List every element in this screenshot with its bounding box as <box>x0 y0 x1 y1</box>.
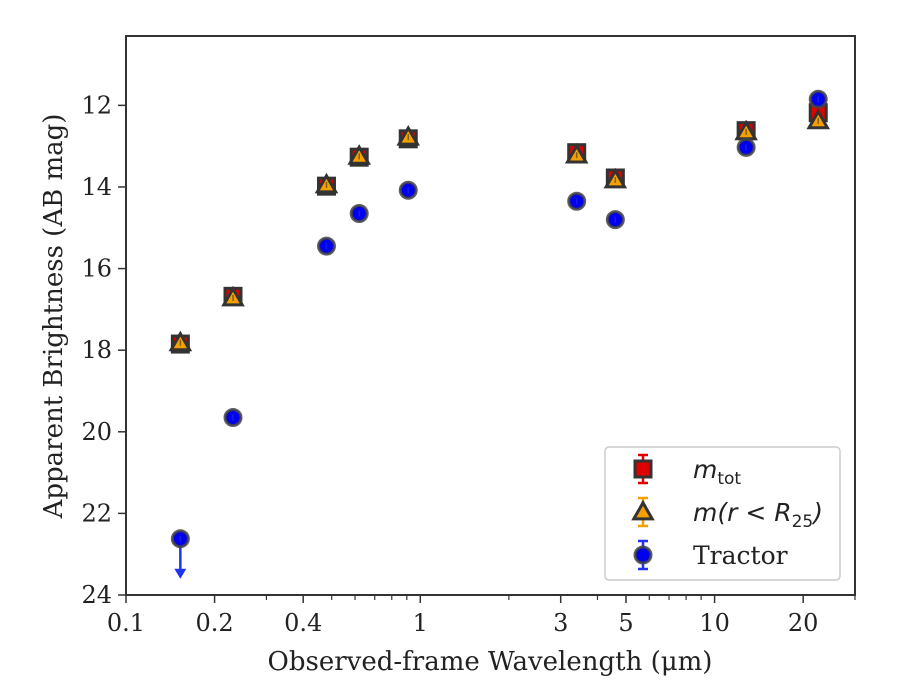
data-point-triangle <box>396 124 421 146</box>
data-point-triangle <box>347 144 371 165</box>
data-point-triangle <box>221 285 245 307</box>
data-point-triangle <box>806 108 831 130</box>
legend-label-main: m <box>693 455 717 484</box>
data-point-triangle <box>314 172 339 194</box>
data-point-triangle <box>564 142 589 164</box>
legend-label: mtot <box>693 455 741 489</box>
legend-box <box>604 446 841 581</box>
y-tick-label: 20 <box>81 418 112 446</box>
data-point-triangle <box>603 167 628 189</box>
y-tick-label: 16 <box>81 255 112 283</box>
x-tick-label: 5 <box>618 609 633 637</box>
upper-limit-arrow-head <box>174 568 187 579</box>
legend-marker-circle <box>633 545 653 565</box>
legend: mtot m(r < R25) Tractor <box>604 446 841 581</box>
y-tick-label: 12 <box>81 91 112 119</box>
data-point-circle <box>808 89 828 109</box>
legend-label: Tractor <box>693 541 788 570</box>
y-tick-label: 24 <box>81 581 112 609</box>
data-point-circle <box>223 408 243 428</box>
data-point-circle <box>349 203 369 223</box>
x-tick-label: 0.1 <box>107 609 145 637</box>
legend-label-sub: tot <box>717 469 741 489</box>
data-point-circle <box>736 137 756 157</box>
legend-marker-square <box>633 459 653 479</box>
x-tick-label: 0.4 <box>284 609 322 637</box>
series-triangle <box>168 108 831 352</box>
y-axis-title: Apparent Brightness (AB mag) <box>39 114 69 520</box>
legend-label-main: m(r < R <box>693 498 792 527</box>
data-point-circle <box>398 180 418 200</box>
x-tick-label: 20 <box>788 609 819 637</box>
data-marks <box>168 89 831 579</box>
data-point-circle <box>316 236 336 256</box>
series-circle <box>170 89 828 579</box>
legend-label-post: ) <box>811 498 823 527</box>
data-point-circle <box>605 210 625 230</box>
y-tick-label: 22 <box>81 499 112 527</box>
x-tick-label: 1 <box>413 609 428 637</box>
legend-label-sub: 25 <box>792 512 814 532</box>
data-point-circle <box>170 529 190 579</box>
axes: 0.1 0.2 0.4 1 3 5 10 20 12 14 16 18 20 22 24 <box>81 91 856 637</box>
legend-label: m(r < R25) <box>693 498 823 532</box>
plot-frame <box>125 35 856 596</box>
legend-entry: Tractor <box>633 539 788 571</box>
x-tick-label: 3 <box>553 609 568 637</box>
y-tick-label: 18 <box>81 336 112 364</box>
legend-entry: mtot <box>633 453 741 489</box>
data-point-triangle <box>168 330 193 352</box>
legend-entry: m(r < R25) <box>631 496 823 532</box>
x-axis-title: Observed-frame Wavelength (μm) <box>268 647 713 677</box>
data-point-circle <box>567 191 587 211</box>
y-tick-label: 14 <box>81 173 112 201</box>
x-tick-label: 10 <box>699 609 730 637</box>
x-tick-label: 0.2 <box>196 609 234 637</box>
legend-marker-triangle <box>631 499 655 521</box>
